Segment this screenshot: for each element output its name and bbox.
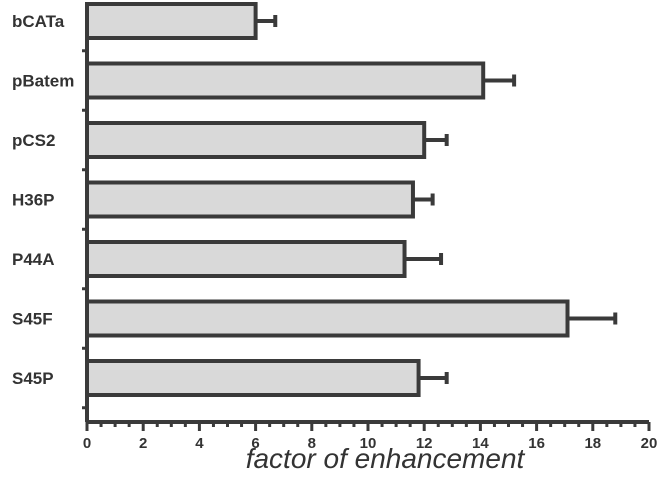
x-tick-label-2: 2 (139, 435, 147, 452)
bar-pbatem (85, 61, 486, 100)
bar-s45f (85, 299, 570, 338)
bar-p44a (85, 240, 407, 278)
x-tick-label-12: 12 (416, 435, 433, 452)
x-tick-label-8: 8 (308, 435, 316, 452)
x-tick-label-16: 16 (528, 435, 545, 452)
x-axis-title: factor of enhancement (246, 443, 526, 474)
category-label-bcata: bCATa (12, 12, 65, 31)
x-tick-label-0: 0 (83, 435, 91, 452)
category-label-s45f: S45F (12, 310, 53, 329)
category-label-h36p: H36P (12, 191, 55, 210)
bars-layer (85, 2, 618, 397)
bar-bcata (85, 2, 258, 40)
category-label-s45p: S45P (12, 369, 54, 388)
category-label-p44a: P44A (12, 250, 55, 269)
category-label-pcs2: pCS2 (12, 131, 55, 150)
labels-layer: bCATa pBatem pCS2 H36P P44A S45F S45P 0 2 4 6 8 10 12… (12, 12, 657, 452)
x-tick-label-14: 14 (472, 435, 489, 452)
category-label-pbatem: pBatem (12, 72, 74, 91)
x-tick-label-20: 20 (641, 435, 658, 452)
x-tick-label-4: 4 (195, 435, 204, 452)
x-tick-label-10: 10 (360, 435, 377, 452)
x-tick-label-18: 18 (584, 435, 601, 452)
bar-h36p (85, 180, 415, 219)
axes-layer (82, 5, 651, 431)
x-tick-label-6: 6 (251, 435, 259, 452)
bar-s45p (85, 359, 421, 397)
bar-pcs2 (85, 121, 427, 159)
